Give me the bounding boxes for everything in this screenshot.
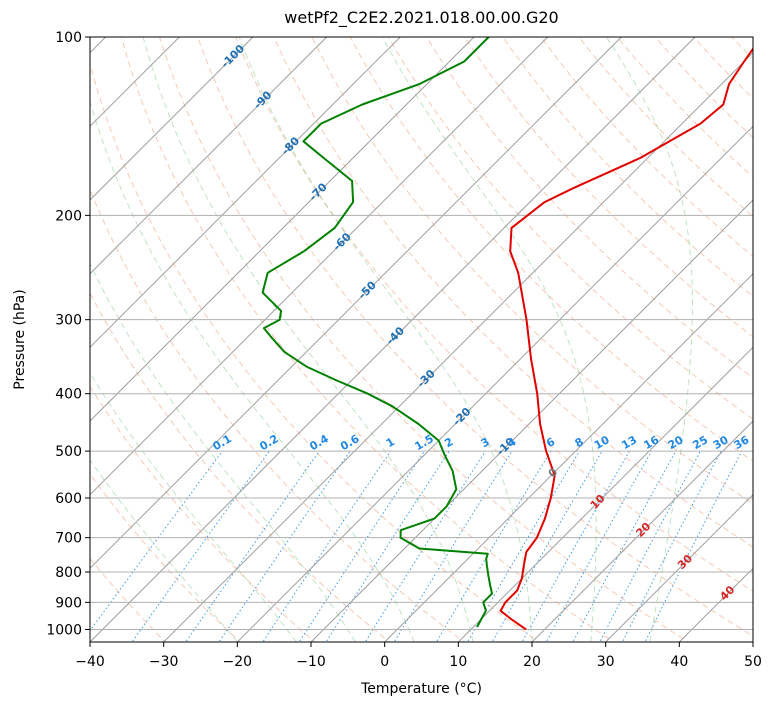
isotherm-line bbox=[457, 346, 753, 642]
mixing-ratio-line bbox=[644, 450, 743, 642]
isotherm-line bbox=[90, 37, 696, 642]
isotherm-line bbox=[90, 37, 401, 349]
chart-title: wetPf2_C2E2.2021.018.00.00.G20 bbox=[284, 8, 559, 27]
mixing-ratio-line bbox=[393, 450, 513, 642]
mixing-ratio-label: 2 bbox=[442, 435, 455, 450]
isotherm-line bbox=[90, 37, 475, 422]
x-tick-label: 50 bbox=[744, 654, 762, 670]
y-tick-label: 900 bbox=[55, 595, 82, 611]
mixing-ratio-label: 30 bbox=[711, 433, 731, 452]
mixing-ratio-line bbox=[218, 450, 351, 642]
mixing-ratio-label: 36 bbox=[732, 433, 752, 452]
dry-adiabat bbox=[90, 385, 316, 642]
x-tick-label: 0 bbox=[380, 654, 389, 670]
x-tick-label: −30 bbox=[149, 654, 179, 670]
dry-adiabat bbox=[464, 37, 753, 338]
moist-adiabat bbox=[238, 37, 533, 642]
x-tick-label: −10 bbox=[296, 654, 326, 670]
isotherm-line bbox=[90, 37, 549, 496]
mixing-ratio-label: 1 bbox=[384, 435, 397, 450]
mixing-ratio-line bbox=[131, 450, 270, 642]
moist-adiabat bbox=[90, 371, 297, 642]
isotherm-line bbox=[90, 37, 254, 201]
mixing-ratio-label: 0.6 bbox=[338, 432, 362, 453]
x-tick-label: 10 bbox=[449, 654, 467, 670]
mixing-ratio-line bbox=[364, 450, 486, 642]
mixing-ratio-line bbox=[572, 450, 677, 642]
x-tick-label: 30 bbox=[597, 654, 615, 670]
dry-adiabat bbox=[90, 473, 241, 642]
dry-adiabat bbox=[387, 37, 753, 420]
mixing-ratio-line bbox=[262, 450, 392, 642]
isotherm-line bbox=[310, 199, 753, 642]
mixing-ratio-label: 0.4 bbox=[307, 432, 331, 453]
dry-adiabat bbox=[235, 37, 753, 592]
isotherm-line bbox=[236, 125, 753, 642]
dry-adiabat bbox=[654, 37, 753, 139]
x-tick-label: 40 bbox=[670, 654, 688, 670]
y-tick-label: 300 bbox=[55, 313, 82, 329]
mixing-ratio-label: 20 bbox=[666, 433, 686, 452]
plot-area bbox=[90, 37, 775, 644]
mixing-ratio-line bbox=[621, 450, 722, 642]
plot-frame bbox=[89, 36, 754, 643]
mixing-ratio-line bbox=[185, 450, 320, 642]
moist-adiabat bbox=[381, 37, 597, 642]
y-axis-label: Pressure (hPa) bbox=[12, 289, 28, 389]
isotherm-line bbox=[90, 37, 328, 275]
dry-adiabat bbox=[197, 37, 753, 637]
isotherm-line bbox=[605, 493, 753, 642]
mixing-ratio-label: 13 bbox=[619, 433, 639, 452]
isotherm-line bbox=[90, 37, 622, 570]
mixing-ratio-label: 0.1 bbox=[210, 432, 233, 453]
moist-adiabat bbox=[90, 262, 356, 642]
isotherm-line bbox=[752, 641, 753, 642]
y-tick-label: 800 bbox=[55, 565, 82, 581]
y-tick-label: 600 bbox=[55, 491, 82, 507]
x-tick-label: −20 bbox=[223, 654, 253, 670]
mixing-ratio-line bbox=[599, 450, 701, 642]
isotherm-line bbox=[531, 420, 753, 642]
x-tick-label: 20 bbox=[523, 654, 541, 670]
dry-adiabat bbox=[349, 37, 753, 462]
mixing-ratio-line bbox=[90, 450, 223, 632]
y-tick-label: 1000 bbox=[46, 622, 82, 638]
moist-adiabat bbox=[142, 37, 474, 642]
x-tick-label: −40 bbox=[75, 654, 105, 670]
dry-adiabat bbox=[770, 37, 775, 644]
mixing-ratio-line bbox=[466, 450, 580, 642]
dry-adiabat bbox=[159, 37, 690, 642]
dry-adiabat bbox=[692, 37, 753, 99]
isotherm-line bbox=[384, 272, 753, 642]
y-tick-label: 100 bbox=[55, 30, 82, 46]
dry-adiabat bbox=[90, 188, 465, 642]
temperature-profile bbox=[499, 47, 753, 631]
dry-adiabat bbox=[311, 37, 753, 505]
mixing-ratio-label: 25 bbox=[690, 433, 710, 452]
dry-adiabat bbox=[90, 292, 391, 642]
mixing-ratio-label: 10 bbox=[592, 433, 612, 452]
y-tick-label: 700 bbox=[55, 531, 82, 547]
mixing-ratio-label: 3 bbox=[479, 435, 492, 450]
dry-adiabat bbox=[273, 37, 753, 548]
isotherm-line bbox=[163, 51, 753, 642]
mixing-ratio-label: 0.2 bbox=[257, 432, 280, 453]
moist-adiabat bbox=[90, 459, 238, 642]
mixing-ratio-line bbox=[325, 450, 450, 642]
mixing-ratio-line bbox=[435, 450, 552, 642]
mixing-ratio-line bbox=[298, 450, 425, 642]
dewpoint-profile bbox=[261, 37, 493, 628]
x-axis-label: Temperature (°C) bbox=[360, 681, 482, 697]
y-tick-label: 400 bbox=[55, 387, 82, 403]
y-tick-label: 200 bbox=[55, 208, 82, 224]
moist-adiabat bbox=[606, 37, 693, 642]
y-tick-label: 500 bbox=[55, 444, 82, 460]
